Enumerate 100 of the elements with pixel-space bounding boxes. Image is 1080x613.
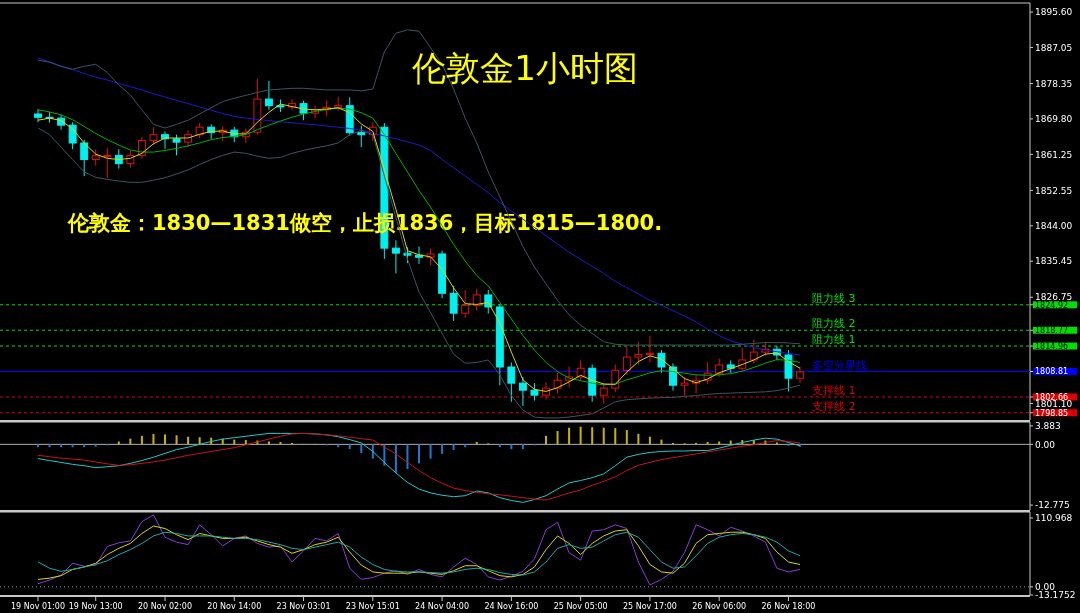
y-tick-label: 1826.75 [1035, 292, 1073, 303]
line-series [37, 127, 801, 419]
x-tick-label: 23 Nov 03:01 [276, 602, 331, 611]
bar [60, 444, 63, 448]
candlestick [749, 339, 758, 364]
y-tick-label: 110.968 [1035, 513, 1073, 524]
bar [464, 444, 467, 448]
candlestick [461, 289, 470, 319]
bar [337, 444, 340, 448]
x-tick-label: 26 Nov 06:00 [692, 602, 747, 611]
bar [556, 431, 559, 445]
text: 伦敦金1小时图 [412, 48, 638, 88]
bar [348, 444, 351, 450]
y-tick-label: 1852.55 [1035, 185, 1073, 196]
x-tick-label: 20 Nov 02:00 [138, 602, 192, 611]
y-tick-label: 1869.80 [1035, 114, 1073, 125]
bar [129, 438, 132, 445]
y-tick-label: 1818.77 [1035, 326, 1069, 336]
bar [429, 444, 432, 459]
bar [545, 435, 547, 445]
y-tick-label: 1798.85 [1035, 408, 1069, 418]
candlestick [622, 345, 631, 376]
y-tick-label: 1844.00 [1035, 220, 1073, 231]
candlestick [34, 108, 42, 123]
bar [360, 444, 363, 453]
ref-line-label: 支撑线 2 [812, 399, 856, 413]
ref-line-label: 支撑线 1 [812, 383, 856, 397]
candlestick [645, 335, 654, 363]
bar [498, 444, 501, 448]
candlestick [611, 364, 620, 393]
bar [187, 436, 190, 445]
bar [37, 444, 39, 448]
candlestick [680, 376, 689, 397]
bar [394, 444, 397, 473]
bar [152, 433, 155, 445]
bar [94, 444, 97, 447]
candlestick [264, 80, 273, 111]
x-tick-label: 20 Nov 14:00 [207, 602, 262, 611]
bar [568, 427, 571, 445]
candlestick [599, 382, 608, 405]
x-tick-label: 19 Nov 01:00 [11, 602, 65, 611]
y-tick-label: 1878.35 [1035, 78, 1073, 89]
candlestick [553, 372, 562, 394]
x-tick-label: 26 Nov 18:00 [761, 602, 816, 611]
y-tick-label: 1814.96 [1035, 341, 1069, 351]
y-tick-label: 1808.81 [1035, 367, 1069, 377]
y-tick-label: -13.1752 [1035, 590, 1076, 601]
bar [591, 427, 594, 445]
bar [452, 444, 455, 451]
bar [83, 444, 86, 448]
y-tick-label: 3.883 [1035, 421, 1061, 432]
bar [175, 435, 178, 445]
y-tick-label: 1835.45 [1035, 256, 1073, 267]
bar [71, 444, 74, 448]
candlestick [103, 147, 112, 179]
candlestick [80, 139, 89, 177]
y-tick-label: 0.00 [1035, 439, 1056, 450]
x-tick-label: 19 Nov 13:00 [68, 602, 123, 611]
candlestick [784, 349, 793, 392]
bar [510, 444, 513, 450]
bar [637, 433, 640, 445]
candlestick [715, 357, 724, 378]
candlestick [357, 125, 366, 148]
line-series [37, 525, 801, 580]
bar [164, 434, 166, 445]
ref-line-label: 阻力线 2 [812, 317, 856, 331]
bar [521, 444, 524, 450]
y-tick-label: 0.00 [1035, 581, 1056, 592]
bar [614, 428, 617, 445]
y-tick-label: 1861.25 [1035, 149, 1073, 160]
candlestick [68, 121, 77, 150]
y-tick-label: 1887.05 [1035, 42, 1073, 53]
bar [418, 444, 420, 464]
x-tick-label: 24 Nov 04:00 [415, 602, 470, 611]
bar [625, 430, 628, 445]
ref-line-label: 阻力线 1 [812, 333, 856, 347]
bar [441, 444, 444, 454]
y-tick-label: 1824.92 [1035, 300, 1069, 310]
bar [48, 444, 51, 448]
candlestick [518, 376, 527, 407]
candlestick [172, 134, 181, 156]
line-series [37, 514, 801, 586]
candlestick [484, 289, 493, 315]
x-tick-label: 23 Nov 15:01 [345, 602, 400, 611]
candlestick [634, 341, 643, 366]
candlestick [391, 239, 400, 274]
bar [579, 426, 582, 445]
x-tick-label: 24 Nov 16:00 [484, 602, 539, 611]
bar [406, 444, 409, 470]
ref-line-label: 多空分界线 [812, 358, 867, 372]
candlestick [507, 361, 516, 403]
bar [602, 427, 605, 445]
bar [140, 435, 143, 445]
x-tick-label: 25 Nov 05:00 [553, 602, 608, 611]
x-tick-label: 25 Nov 17:00 [622, 602, 677, 611]
bar [648, 436, 651, 445]
candlestick [472, 288, 481, 312]
y-tick-label: -12.775 [1035, 500, 1070, 511]
y-tick-label: 1895.60 [1035, 7, 1073, 18]
line-series [37, 531, 801, 576]
